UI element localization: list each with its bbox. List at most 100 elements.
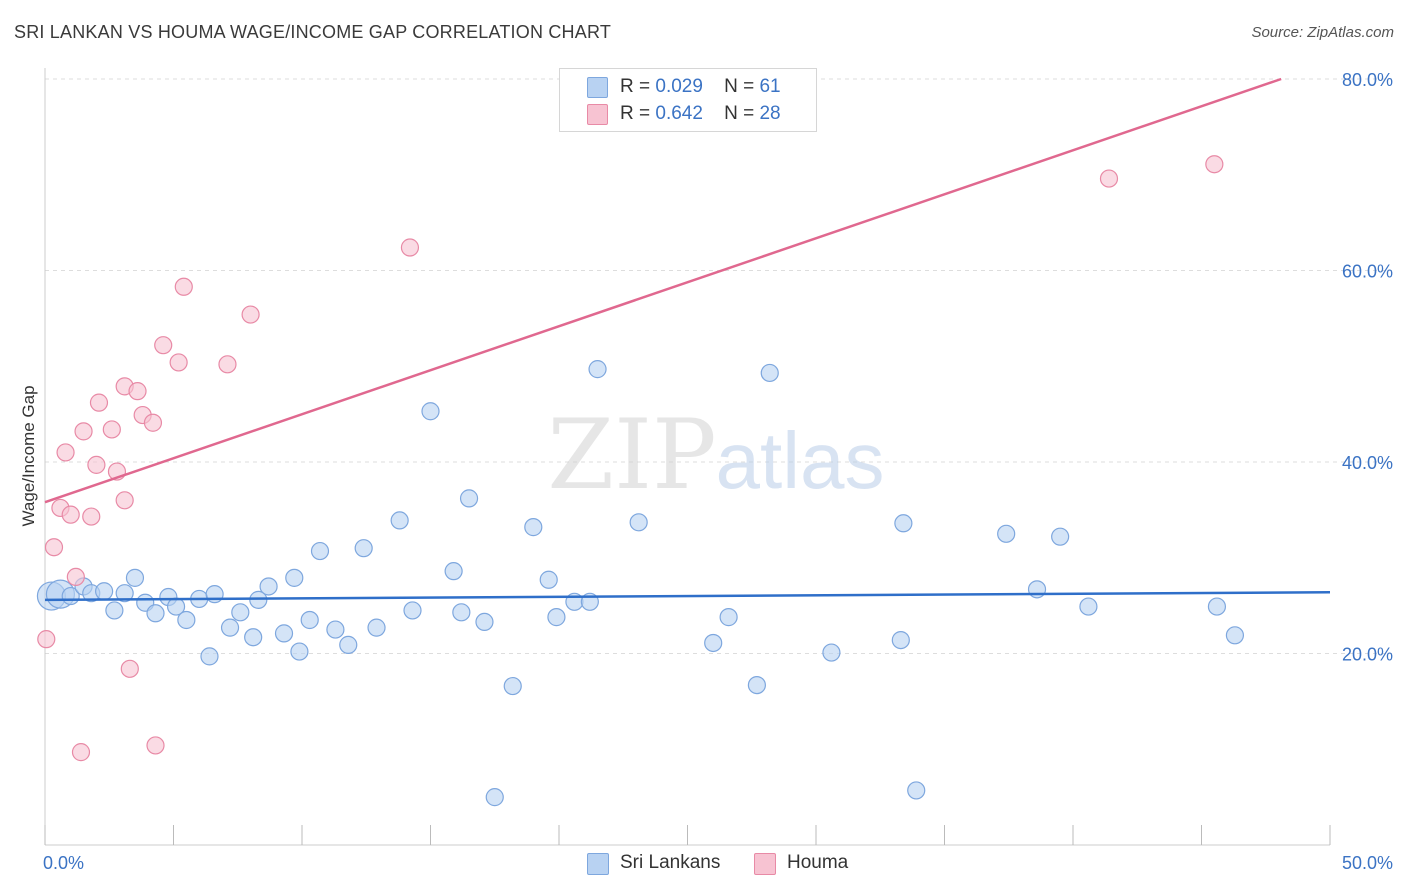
data-point	[704, 633, 723, 653]
data-point	[367, 618, 386, 637]
axes	[44, 68, 1331, 846]
r-value: 0.029	[655, 76, 703, 97]
legend-swatch-pink	[587, 104, 608, 125]
data-point	[56, 443, 75, 462]
data-point	[169, 353, 188, 372]
data-point	[143, 413, 163, 432]
data-point	[115, 584, 134, 603]
data-point	[61, 505, 80, 524]
data-point	[485, 788, 504, 807]
n-label: N =	[724, 76, 755, 97]
y-tick-label: 20.0%	[1342, 645, 1393, 665]
data-point	[231, 603, 250, 622]
data-point	[200, 647, 219, 666]
data-point	[719, 608, 738, 627]
correlation-legend: R = 0.029 N = 61 R = 0.642 N = 28	[559, 68, 817, 132]
trend-line	[44, 590, 1331, 602]
data-point	[539, 570, 558, 589]
x-tick-label: 50.0%	[1342, 853, 1393, 873]
r-label: R =	[620, 76, 651, 97]
data-point	[241, 305, 260, 324]
tick-labels: 20.0% 40.0% 60.0% 80.0% 0.0% 50.0%	[43, 70, 1393, 873]
data-point	[218, 355, 237, 374]
data-point	[102, 420, 121, 439]
data-point	[1207, 597, 1227, 616]
y-tick-label: 80.0%	[1342, 70, 1393, 90]
data-point	[120, 659, 139, 678]
data-point	[244, 628, 263, 647]
data-point	[1205, 155, 1224, 174]
data-point	[154, 336, 173, 355]
legend-swatch-pink	[754, 853, 776, 875]
legend-label: Sri Lankans	[620, 852, 721, 873]
data-point	[354, 539, 373, 558]
data-point	[89, 393, 109, 412]
data-point	[588, 360, 607, 379]
n-label: N =	[724, 103, 755, 124]
legend-swatch-blue	[587, 77, 608, 98]
gridlines	[45, 78, 1392, 654]
data-point	[1099, 169, 1119, 188]
watermark-atlas: atlas	[716, 416, 885, 505]
legend-stats-blue: R = 0.029 N = 61	[620, 76, 781, 98]
legend-stats-pink: R = 0.642 N = 28	[620, 103, 781, 125]
data-point	[74, 422, 93, 441]
data-point	[524, 518, 543, 537]
data-point	[82, 507, 101, 526]
series-houma	[37, 155, 1224, 762]
data-point	[1051, 527, 1070, 546]
data-point	[274, 624, 294, 643]
data-point	[822, 643, 841, 662]
data-point	[326, 620, 345, 639]
data-point	[747, 675, 766, 695]
data-point	[177, 610, 196, 630]
data-point	[339, 635, 358, 654]
data-point	[220, 618, 240, 637]
data-point	[87, 455, 106, 474]
data-point	[290, 642, 309, 661]
data-point	[400, 238, 420, 257]
data-point	[444, 562, 463, 581]
data-point	[285, 568, 304, 587]
n-value: 61	[759, 76, 781, 97]
legend-swatch-blue	[587, 853, 609, 875]
data-point	[907, 781, 926, 800]
data-point	[475, 612, 494, 632]
data-point	[71, 743, 91, 762]
data-point	[1027, 580, 1047, 599]
watermark-zip: ZIP	[547, 399, 716, 511]
data-point	[390, 511, 409, 530]
data-point	[128, 382, 147, 401]
data-point	[403, 601, 422, 620]
data-point	[547, 608, 566, 627]
x-tick-label: 0.0%	[43, 853, 84, 873]
data-point	[891, 630, 910, 650]
data-point	[44, 538, 64, 557]
trend-lines	[44, 77, 1331, 602]
data-point	[66, 567, 85, 587]
source-note: Source: ZipAtlas.com	[1251, 24, 1394, 41]
data-point	[125, 568, 145, 587]
data-point	[1225, 626, 1245, 645]
data-point	[459, 489, 479, 508]
data-point	[146, 604, 165, 623]
y-axis-label: Wage/Income Gap	[19, 385, 38, 526]
data-point	[421, 402, 440, 421]
data-point	[760, 363, 779, 383]
data-point	[894, 514, 913, 533]
data-point	[310, 541, 330, 561]
data-point	[115, 491, 134, 510]
r-label: R =	[620, 103, 651, 124]
chart-title: SRI LANKAN VS HOUMA WAGE/INCOME GAP CORR…	[14, 22, 612, 42]
y-tick-label: 60.0%	[1342, 262, 1393, 282]
data-point	[452, 603, 471, 622]
data-point	[174, 277, 193, 296]
data-point	[105, 601, 124, 620]
data-point	[37, 630, 56, 649]
legend-label: Houma	[787, 852, 849, 873]
data-point	[629, 513, 648, 532]
r-value: 0.642	[655, 103, 703, 124]
series-sri-lankans	[36, 360, 1245, 807]
data-point	[95, 582, 114, 601]
